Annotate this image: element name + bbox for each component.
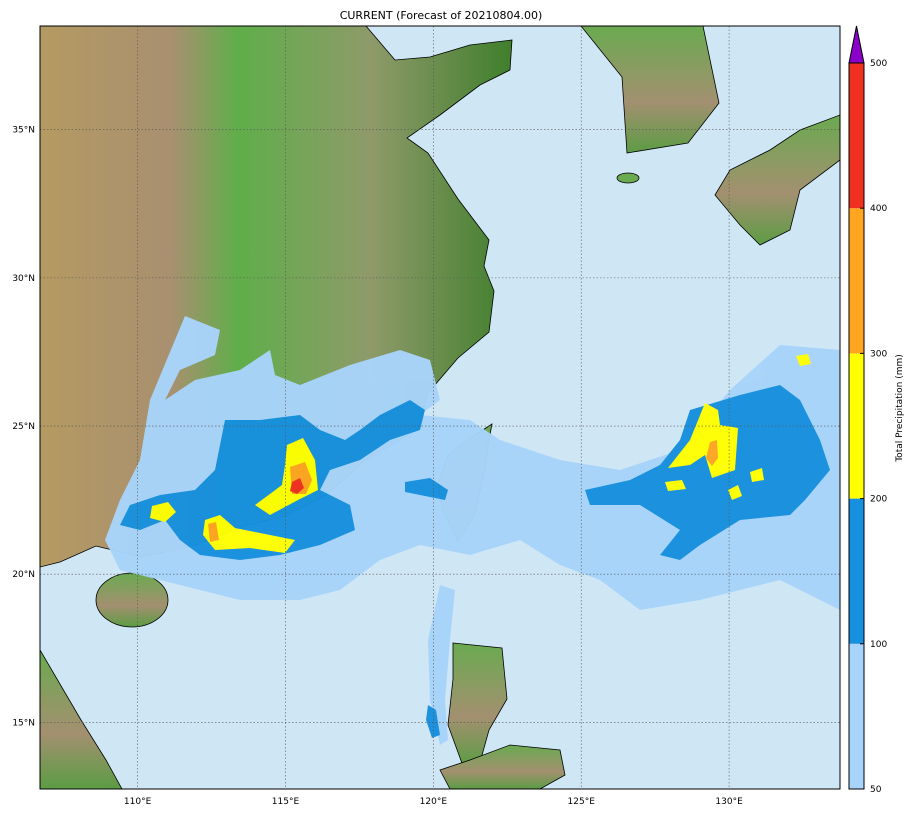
colorbar-frame [848,62,865,790]
precip-200-300-e [665,480,686,491]
lon-tick-label: 125°E [568,797,596,807]
lon-tick-label: 110°E [124,797,152,807]
precip-300-400-east [706,440,718,466]
colorbar-segment [849,643,864,789]
colorbar-tick-label: 500 [870,59,887,69]
colorbar-tick-label: 200 [870,495,887,505]
colorbar-tick-label: 100 [870,640,887,650]
precip-200-300-g [750,468,764,482]
lat-tick-label: 15°N [12,718,35,728]
colorbar-tick-label: 300 [870,349,887,359]
visayas [439,744,566,789]
lat-tick-label: 20°N [12,570,35,580]
lon-tick-label: 115°E [272,797,300,807]
lat-tick-label: 35°N [12,126,35,136]
colorbar-segment [849,63,864,209]
precip-100-200-east [585,385,830,560]
colorbar-extend-arrow [848,25,865,64]
lon-tick-label: 130°E [715,797,743,807]
colorbar-tick-label: 50 [870,785,882,795]
colorbar-segment [849,353,864,499]
precip-100-200-south-china [120,400,425,560]
map-area [40,26,840,789]
map-title: CURRENT (Forecast of 20210804.00) [340,9,543,22]
colorbar-tick-label: 400 [870,204,887,214]
precip-100-200-luzon [426,705,440,738]
precip-200-300-east [668,403,738,478]
indochina [40,649,123,789]
precip-200-300-f [728,485,742,500]
jeju [616,172,640,184]
colorbar-segment [849,498,864,644]
colorbar-segment [849,208,864,354]
colorbar: 50 100 200 300 400 500 [848,25,887,795]
colorbar-label: Total Precipitation (mm) [895,354,905,463]
precip-200-300-d [796,354,811,366]
gridlines [40,26,840,789]
precip-200-300-a [255,438,318,515]
korea [580,26,720,154]
precip-300-400-b [208,522,219,542]
map-frame [39,25,841,790]
axis-tick-labels: 110°E 115°E 120°E 125°E 130°E 15°N 20°N 25°N 30°… [12,126,743,807]
precipitation-contours [105,316,840,745]
japan [714,114,840,246]
precip-200-300-c [150,502,176,522]
precip-100-200-strait [405,478,448,500]
precip-400-500 [290,478,304,494]
lat-tick-label: 30°N [12,274,35,284]
precip-50-100-luzon [428,585,455,745]
lon-tick-label: 120°E [420,797,448,807]
lat-tick-label: 25°N [12,422,35,432]
hainan [95,572,169,628]
precip-200-300-b [203,515,295,553]
